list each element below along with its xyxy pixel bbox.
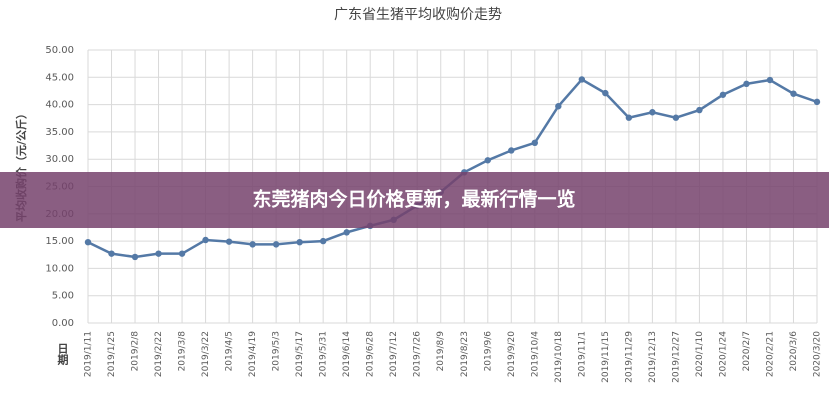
x-tick-label: 2019/7/12	[389, 331, 399, 377]
x-tick-label: 2019/6/28	[366, 331, 376, 377]
marker	[602, 89, 609, 97]
y-tick-label: 45.00	[45, 72, 74, 83]
marker	[131, 253, 139, 261]
x-tick-label: 2019/3/22	[201, 331, 211, 377]
marker	[225, 238, 233, 245]
marker	[319, 237, 327, 245]
x-tick-label: 2019/5/3	[272, 331, 282, 371]
x-tick-label: 2019/1/25	[107, 331, 117, 377]
x-tick-label: 2019/12/13	[648, 331, 658, 383]
x-tick-label: 2019/11/1	[577, 331, 587, 377]
marker	[84, 238, 92, 246]
marker	[531, 139, 539, 147]
marker	[343, 229, 350, 236]
x-tick-label: 2019/4/19	[248, 331, 258, 377]
y-tick-label: 40.00	[45, 100, 74, 111]
x-tick-label: 2019/5/31	[319, 331, 329, 377]
x-tick-label: 2019/5/17	[295, 331, 305, 377]
marker	[766, 76, 774, 84]
x-tick-label: 2020/2/21	[765, 331, 775, 377]
marker	[649, 109, 656, 116]
x-tick-label: 2020/1/10	[695, 331, 705, 377]
x-tick-label: 2019/6/14	[342, 331, 352, 377]
marker	[672, 114, 680, 121]
x-tick-label: 2019/9/20	[507, 331, 517, 377]
y-tick-label: 10.00	[45, 263, 74, 274]
marker	[813, 98, 821, 106]
x-tick-label: 2019/4/5	[225, 331, 235, 371]
marker	[296, 238, 303, 246]
x-tick-label: 2019/11/15	[601, 331, 611, 383]
x-tick-label: 2019/2/22	[154, 331, 164, 377]
marker	[484, 157, 491, 164]
y-tick-label: 50.00	[45, 45, 74, 56]
marker	[272, 241, 280, 248]
x-tick-label: 2019/12/27	[671, 331, 681, 383]
marker	[202, 236, 209, 244]
marker	[696, 106, 703, 114]
x-tick-label: 2019/11/29	[624, 331, 634, 383]
marker	[578, 76, 586, 83]
banner	[0, 172, 829, 228]
marker	[719, 91, 727, 98]
marker	[790, 90, 797, 97]
y-tick-label: 15.00	[45, 236, 74, 247]
y-tick-label: 0.00	[52, 318, 74, 329]
x-tick-label: 2019/7/26	[413, 331, 423, 377]
x-tick-label: 2019/10/18	[554, 331, 564, 383]
x-tick-label: 2020/3/20	[813, 331, 823, 377]
x-tick-label: 2019/2/8	[131, 331, 141, 372]
x-tick-label: 2019/8/23	[460, 331, 470, 377]
marker	[743, 80, 750, 88]
marker	[155, 250, 162, 257]
marker	[508, 147, 515, 154]
marker	[108, 250, 115, 257]
marker	[555, 103, 562, 110]
y-tick-label: 30.00	[45, 154, 74, 165]
y-tick-label: 35.00	[45, 127, 74, 138]
x-tick-label: 2019/10/4	[530, 331, 540, 377]
y-tick-label: 5.00	[52, 291, 74, 302]
marker	[178, 250, 186, 257]
x-tick-label: 2020/2/7	[742, 331, 752, 371]
banner-text: 东莞猪肉今日价格更新，最新行情一览	[252, 188, 575, 211]
chart-title: 广东省生猪平均收购价走势	[334, 7, 502, 23]
x-tick-label: 2019/3/8	[178, 331, 188, 372]
x-tick-label: 2019/8/9	[436, 331, 446, 372]
marker	[249, 241, 256, 248]
x-tick-label: 2019/1/11	[84, 331, 94, 377]
x-tick-label: 2020/3/6	[789, 331, 799, 372]
plot: 0.005.0010.0015.0020.0025.0030.0035.0040…	[45, 45, 822, 383]
x-tick-label: 2019/9/6	[483, 331, 493, 372]
line	[87, 77, 818, 259]
marker	[625, 114, 633, 121]
x-tick-label: 2020/1/24	[718, 331, 728, 377]
x-axis-title: 日期	[56, 343, 69, 366]
